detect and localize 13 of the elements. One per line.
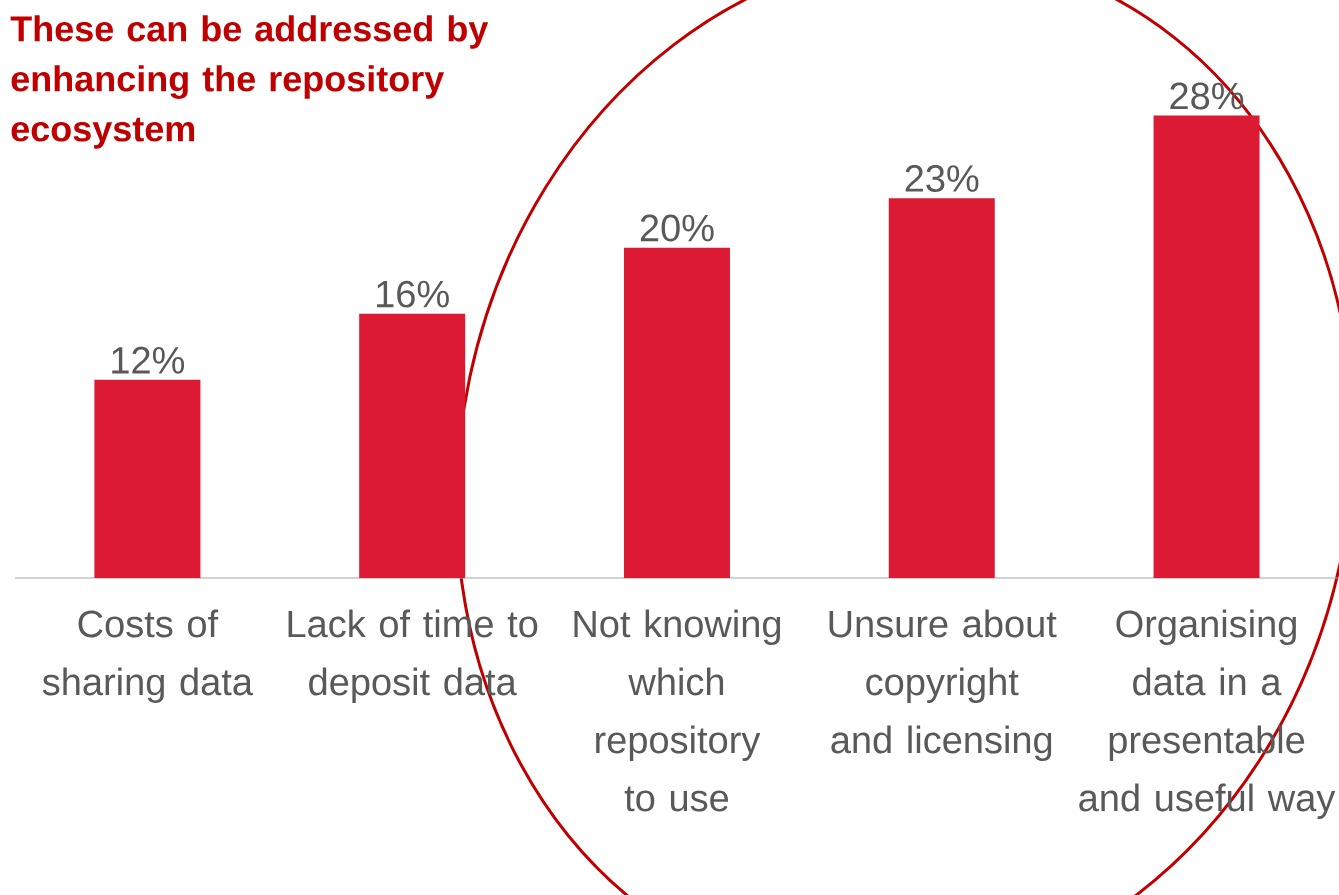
- bar: [1153, 115, 1260, 578]
- annotation: These can be addressed by enhancing the repository ecosystem: [10, 15, 489, 149]
- data-label: 20%: [640, 214, 714, 242]
- bar: [359, 313, 466, 578]
- bar: [623, 247, 730, 578]
- data-label: 23%: [905, 165, 979, 192]
- data-label: 12%: [112, 346, 185, 374]
- data-label: 16%: [377, 280, 449, 308]
- x-tick-label: Unsure about copyright and licensing: [829, 609, 1057, 761]
- x-tick-label: Costs of sharing data: [42, 609, 253, 703]
- bar: [94, 379, 201, 578]
- bar: [888, 198, 995, 578]
- x-tick-label: Not knowing which repository to use: [574, 609, 781, 812]
